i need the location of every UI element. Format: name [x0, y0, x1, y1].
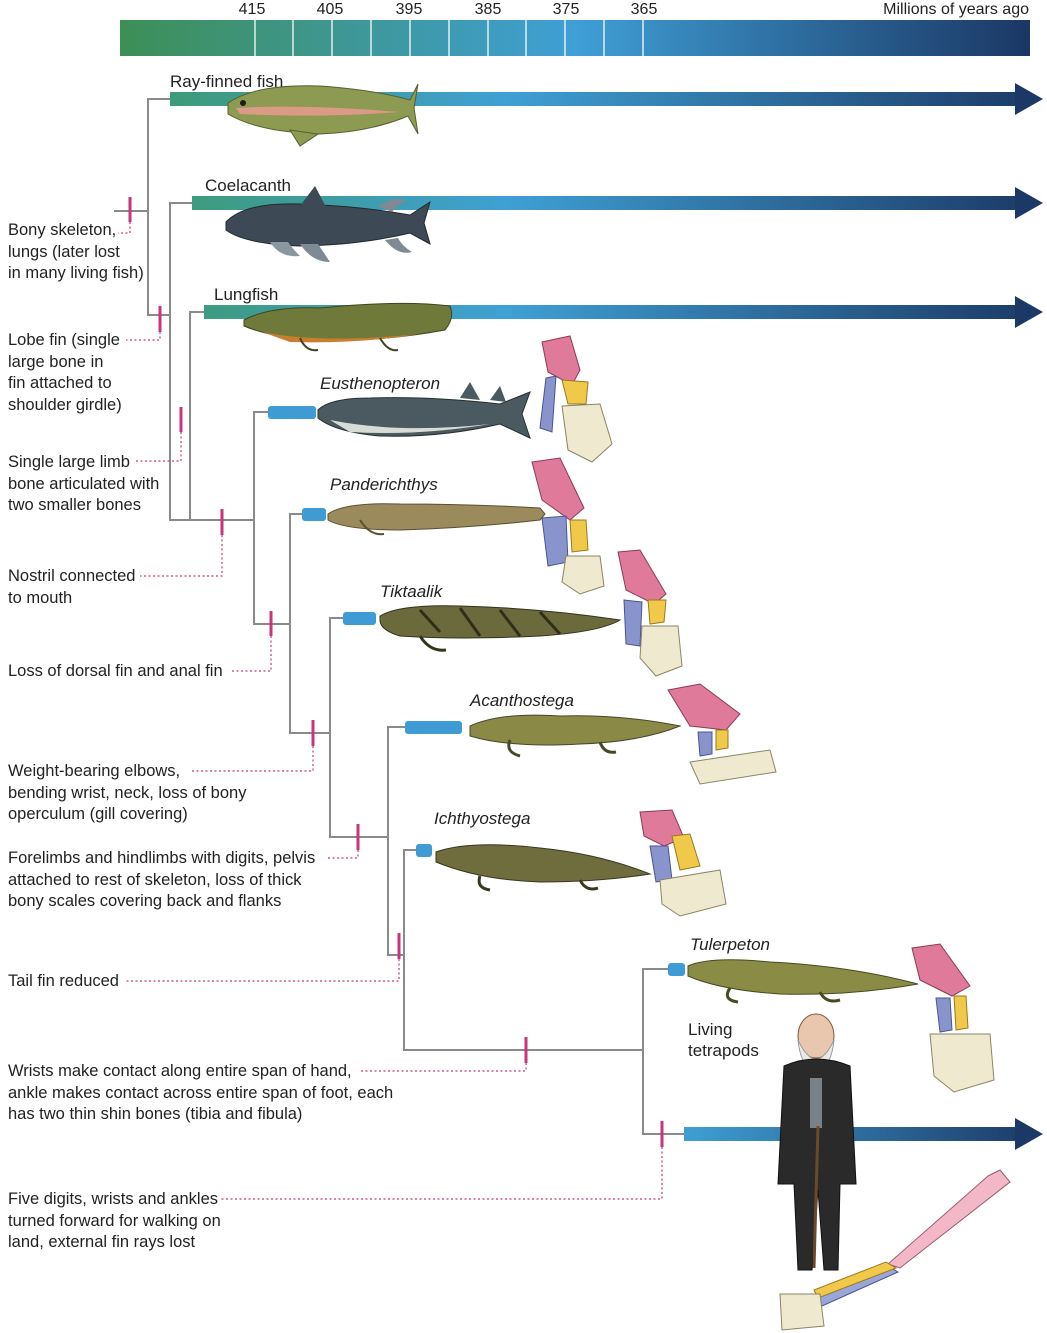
coelacanth-arrowhead [1015, 187, 1043, 219]
taxon-label-eusthenopteron: Eusthenopteron [320, 374, 441, 393]
coelacanth-illustration [225, 186, 431, 262]
limb-skeletons [531, 335, 1011, 1331]
timeline-tick-405: 405 [316, 1, 344, 18]
eusthenopteron-illustration [317, 382, 531, 439]
eusthenopteron-limb-bones [539, 335, 613, 463]
panderichthys-limb-bones [531, 457, 605, 595]
taxon-label-tulerpeton: Tulerpeton [690, 935, 771, 954]
character-label-wrists: Wrists make contact along entire span of… [8, 1062, 394, 1123]
timeline-tick-385: 385 [474, 1, 502, 18]
tiktaalik-illustration [379, 605, 622, 652]
timeline-bar [120, 20, 1030, 56]
ichthyostega-illustration [435, 844, 652, 892]
character-label-single-limb-bone: Single large limb bone articulated with … [8, 453, 160, 514]
ray-finned-fish-illustration [227, 83, 419, 147]
human-arm-bones [779, 1169, 1011, 1331]
taxon-label-lungfish: Lungfish [214, 285, 279, 304]
ichthyostega-range-bar [416, 844, 432, 857]
timeline-tick-415: 415 [238, 1, 266, 18]
human-figure-illustration [777, 1013, 857, 1271]
lungfish-arrowhead [1015, 296, 1043, 328]
eusthenopteron-range-bar [268, 406, 316, 419]
acanthostega-range-bar [405, 721, 462, 734]
tulerpeton-limb-bones [911, 943, 995, 1093]
timeline-tick-365: 365 [630, 1, 658, 18]
taxon-label-acanthostega: Acanthostega [470, 691, 574, 710]
panderichthys-range-bar [302, 508, 326, 521]
taxon-label-ray-finned-fish: Ray-finned fish [170, 72, 284, 91]
ray-finned-fish-arrowhead [1015, 83, 1043, 115]
character-label-tail-fin: Tail fin reduced [8, 972, 119, 990]
character-label-digits: Forelimbs and hindlimbs with digits, pel… [8, 849, 316, 910]
character-label-nostril: Nostril connected to mouth [8, 567, 136, 607]
ichthyostega-limb-bones [639, 809, 727, 917]
acanthostega-limb-bones [667, 683, 777, 785]
taxon-label-ichthyostega: Ichthyostega [434, 809, 531, 828]
leader-lines [118, 222, 663, 1200]
tiktaalik-range-bar [343, 612, 376, 625]
timeline-tick-375: 375 [552, 1, 580, 18]
lineage-arrows [170, 83, 1043, 1150]
taxon-label-tiktaalik: Tiktaalik [380, 582, 443, 601]
tulerpeton-illustration [687, 959, 919, 1004]
timeline-tick-395: 395 [395, 1, 423, 18]
taxon-label-panderichthys: Panderichthys [330, 475, 438, 494]
character-marks [128, 197, 664, 1147]
timeline-axis-title: Millions of years ago [883, 1, 1029, 18]
character-label-lobe-fin: Lobe fin (single large bone in fin attac… [8, 331, 122, 414]
acanthostega-illustration [469, 714, 682, 758]
lungfish-illustration [243, 302, 453, 352]
character-label-five-digits: Five digits, wrists and ankles turned fo… [8, 1190, 221, 1251]
character-label-elbows: Weight-bearing elbows, bending wrist, ne… [8, 762, 247, 823]
taxon-label-coelacanth: Coelacanth [205, 176, 292, 195]
living-tetrapods-arrowhead [1015, 1118, 1043, 1150]
panderichthys-illustration [327, 503, 546, 536]
character-label-fin-loss: Loss of dorsal fin and anal fin [8, 662, 223, 680]
character-label-bony-skeleton: Bony skeleton, lungs (later lost in many… [8, 221, 144, 282]
tulerpeton-range-bar [668, 963, 685, 976]
tiktaalik-limb-bones [617, 549, 683, 677]
taxon-label-living-tetrapods: Living tetrapods [688, 1020, 759, 1060]
